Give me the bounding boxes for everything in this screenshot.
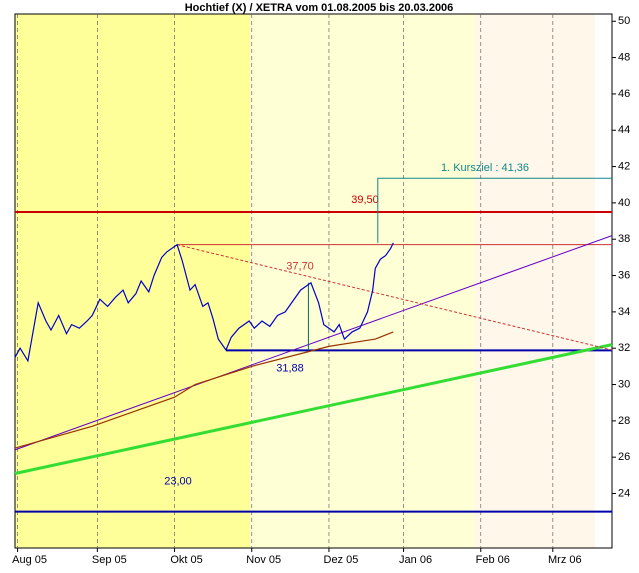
level-label: 31,88 — [276, 362, 304, 374]
trend-line — [377, 177, 612, 243]
x-tick-label: Aug 05 — [12, 554, 47, 566]
x-tick-label: Nov 05 — [246, 554, 281, 566]
band — [475, 14, 595, 548]
price-line — [14, 242, 394, 363]
y-tick-label: 28 — [618, 415, 630, 427]
x-tick-label: Sep 05 — [92, 554, 127, 566]
y-tick-label: 32 — [618, 342, 630, 354]
y-tick-label: 36 — [618, 269, 630, 281]
plot-frame — [14, 13, 613, 549]
y-tick-label: 40 — [618, 197, 630, 209]
x-tick-label: Dez 05 — [324, 554, 359, 566]
y-tick-label: 30 — [618, 378, 630, 390]
y-tick-label: 24 — [618, 487, 630, 499]
x-tick-label: Okt 05 — [170, 554, 202, 566]
x-tick-label: Feb 06 — [476, 554, 510, 566]
annotation: 1. Kursziel : 41,36 — [441, 162, 529, 174]
trend-line — [14, 343, 613, 475]
y-tick-label: 46 — [618, 88, 630, 100]
y-tick-label: 26 — [618, 451, 630, 463]
band — [250, 14, 475, 548]
level-label: 37,70 — [286, 261, 314, 273]
y-tick-label: 50 — [618, 15, 630, 27]
y-tick-label: 42 — [618, 160, 630, 172]
band — [15, 14, 250, 548]
y-tick-label: 34 — [618, 306, 630, 318]
trend-line — [14, 235, 613, 451]
y-tick-label: 38 — [618, 233, 630, 245]
level-label: 39,50 — [351, 194, 379, 206]
chart-title: Hochtief (X) / XETRA vom 01.08.2005 bis … — [185, 2, 454, 14]
trend-line — [176, 244, 613, 351]
x-tick-label: Mrz 06 — [548, 554, 582, 566]
y-tick-label: 48 — [618, 51, 630, 63]
level-label: 23,00 — [164, 476, 192, 488]
price-line — [14, 331, 394, 449]
y-tick-label: 44 — [618, 124, 630, 136]
x-tick-label: Jan 06 — [399, 554, 432, 566]
